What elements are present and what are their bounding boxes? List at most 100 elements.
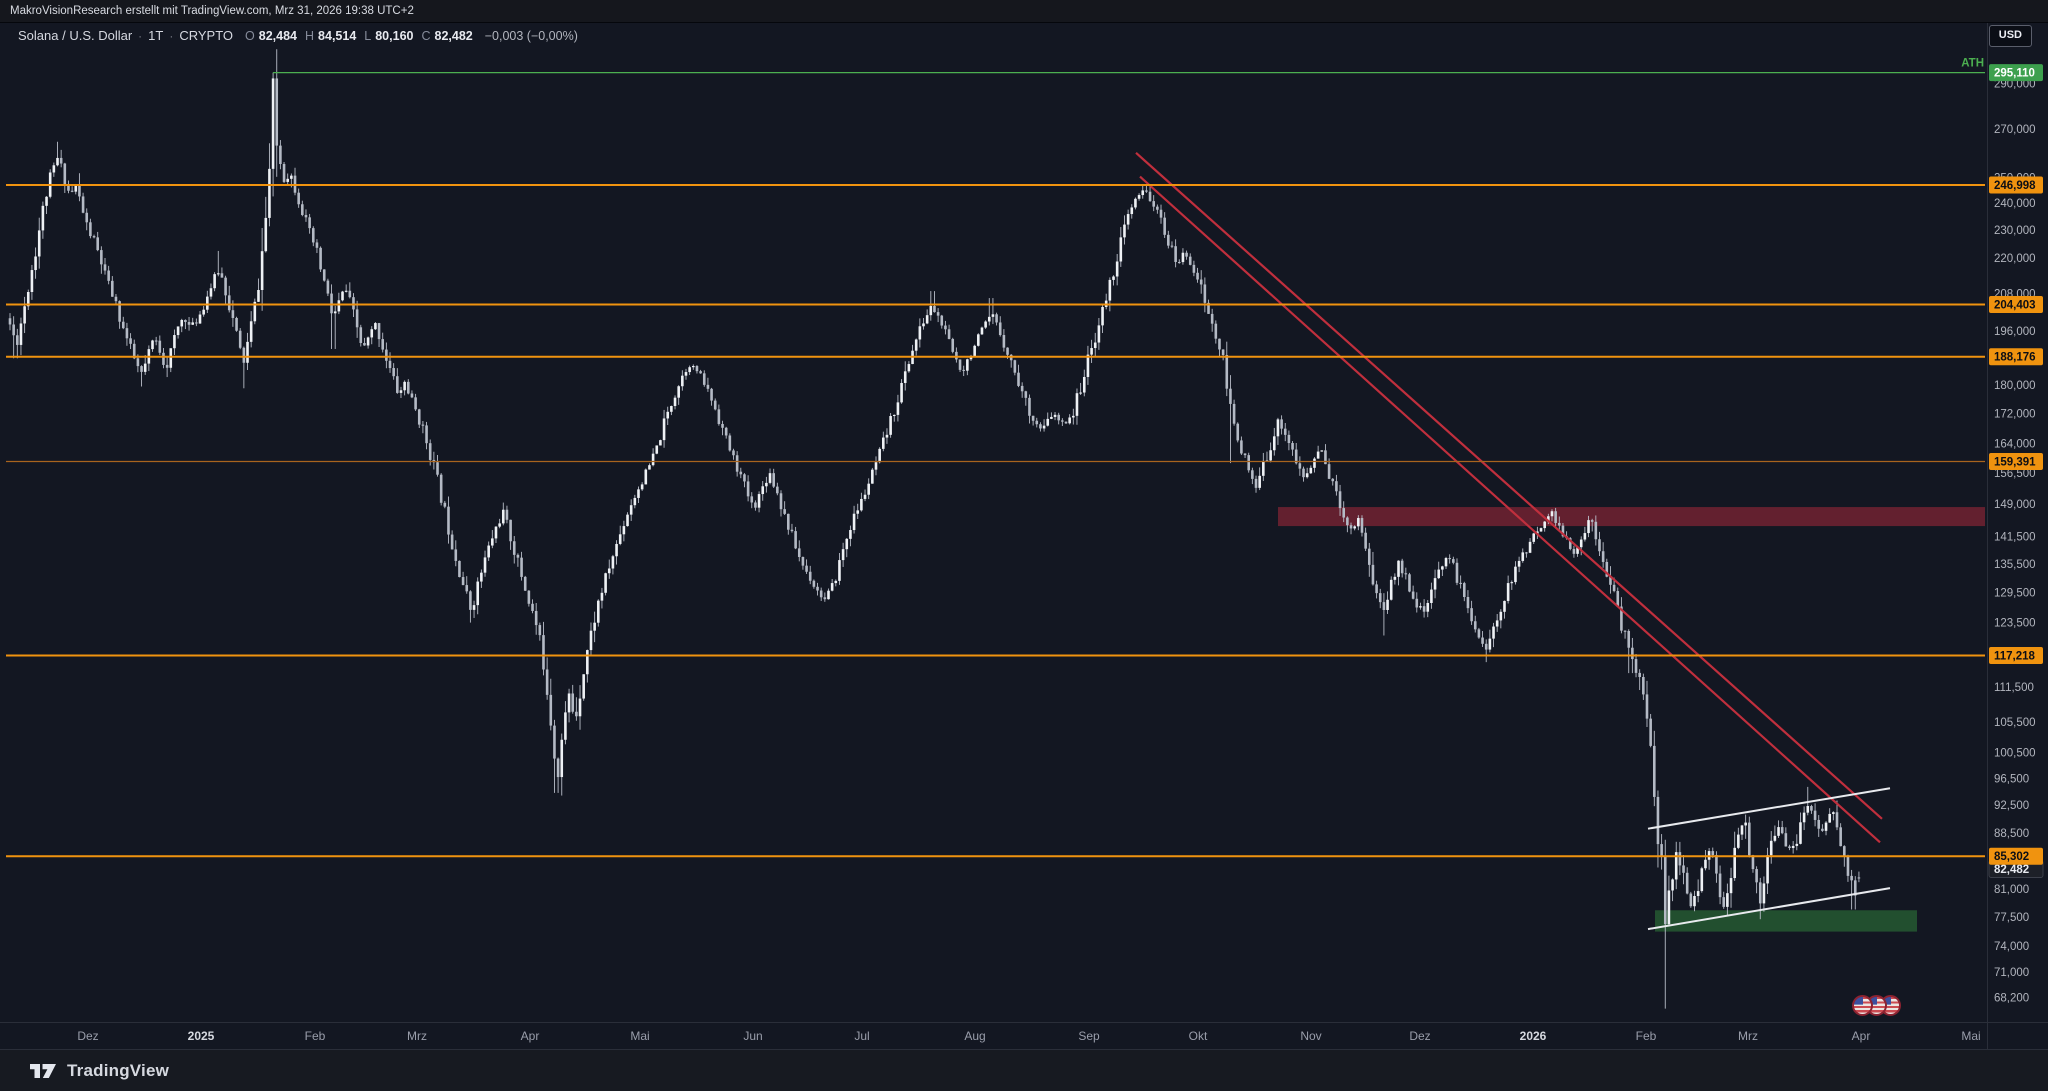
price-tick-label: 180,000 <box>1994 380 2036 392</box>
ath-tag: ATH <box>1961 58 1984 70</box>
demand-zone <box>1655 910 1917 932</box>
white-trendline <box>1647 787 1891 830</box>
time-tick-label: Apr <box>1852 1029 1871 1043</box>
price-axis[interactable]: 290,000270,000250,000240,000230,000220,0… <box>1987 23 2036 1049</box>
red-trendline <box>1135 152 1883 820</box>
price-tick-label: 270,000 <box>1994 124 2036 136</box>
time-tick-label: Feb <box>305 1029 326 1043</box>
svg-text:204,403: 204,403 <box>1994 299 2036 311</box>
axis-price-labels: 82,482 246,998 204,403 188,176 159,391 117,21… <box>1961 58 2044 878</box>
price-tick-label: 100,500 <box>1994 748 2036 760</box>
ohlc-values: O 82,484 H 84,514 L 80,160 C 82,482 <box>245 29 477 43</box>
white-trend-channel[interactable] <box>1647 787 1891 931</box>
low-label: L <box>364 29 372 43</box>
time-tick-label: Dez <box>77 1029 98 1043</box>
price-tick-label: 129,500 <box>1994 588 2036 600</box>
svg-text:159,391: 159,391 <box>1994 457 2036 469</box>
price-tick-label: 74,000 <box>1994 941 2029 953</box>
price-tick-label: 172,000 <box>1994 408 2036 420</box>
price-tick-label: 220,000 <box>1994 253 2036 265</box>
axis-price-label <box>1989 64 2043 82</box>
interval-value[interactable]: 1T <box>148 28 164 43</box>
price-tick-label: 77,500 <box>1994 912 2029 924</box>
legend-separator: · <box>169 29 174 43</box>
close-value: 82,482 <box>434 29 473 43</box>
tradingview-logo-icon <box>30 1063 56 1078</box>
market-label: CRYPTO <box>179 28 234 43</box>
price-tick-label: 240,000 <box>1994 198 2036 210</box>
change-value: −0,003 (−0,00%) <box>484 29 578 43</box>
axis-price-label <box>1989 847 2043 865</box>
tradingview-brand-link[interactable]: TradingView <box>30 1061 169 1081</box>
high-label: H <box>305 29 315 43</box>
time-tick-label: Apr <box>521 1029 540 1043</box>
svg-text:85,302: 85,302 <box>1994 851 2029 863</box>
time-tick-label: Aug <box>964 1029 985 1043</box>
svg-text:117,218: 117,218 <box>1994 651 2036 663</box>
axis-price-label <box>1989 453 2043 471</box>
price-tick-label: 81,000 <box>1994 884 2029 896</box>
red-trend-channel[interactable] <box>1135 152 1883 844</box>
svg-text:246,998: 246,998 <box>1994 180 2036 192</box>
price-tick-label: 149,000 <box>1994 499 2036 511</box>
low-value: 80,160 <box>375 29 414 43</box>
time-tick-label: Nov <box>1300 1029 1321 1043</box>
time-tick-label: Dez <box>1409 1029 1430 1043</box>
price-tick-label: 123,500 <box>1994 618 2036 630</box>
price-tick-label: 230,000 <box>1994 225 2036 237</box>
red-trendline <box>1139 175 1881 844</box>
price-tick-label: 156,500 <box>1994 468 2036 480</box>
tradingview-wordmark: TradingView <box>67 1060 170 1080</box>
axis-price-label <box>1989 176 2043 194</box>
price-tick-label: 68,200 <box>1994 992 2029 1004</box>
axis-price-label <box>1989 647 2043 665</box>
price-tick-label: 96,500 <box>1994 773 2029 785</box>
price-tick-label: 135,500 <box>1994 559 2036 571</box>
currency-toggle-button[interactable]: USD <box>1988 25 2032 47</box>
price-tick-label: 105,500 <box>1994 717 2036 729</box>
supply-zone <box>1278 507 1985 527</box>
candlestick-series <box>8 49 1861 1009</box>
price-tick-label: 92,500 <box>1994 800 2029 812</box>
price-tick-label: 164,000 <box>1994 439 2036 451</box>
attribution-text: MakroVisionResearch erstellt mit Trading… <box>10 5 414 17</box>
time-axis[interactable]: Dez 2025 Feb Mrz Apr Mai Jun Jul Aug Sep Okt Nov Dez… <box>0 1022 2048 1044</box>
time-tick-label: Feb <box>1636 1029 1657 1043</box>
legend-separator: · <box>138 29 143 43</box>
price-tick-label: 88,500 <box>1994 828 2029 840</box>
svg-text:188,176: 188,176 <box>1994 352 2036 364</box>
axis-price-label <box>1989 348 2043 366</box>
price-tick-label: 111,500 <box>1994 682 2034 694</box>
horizontal-levels[interactable] <box>6 72 1985 858</box>
open-label: O <box>245 29 255 43</box>
high-value: 84,514 <box>318 29 357 43</box>
time-tick-label: Jul <box>854 1029 869 1043</box>
close-label: C <box>421 29 431 43</box>
price-tick-label: 71,000 <box>1994 967 2029 979</box>
time-tick-label: Sep <box>1078 1029 1100 1043</box>
open-value: 82,484 <box>258 29 298 43</box>
time-tick-label: Mai <box>1961 1029 1980 1043</box>
price-tick-label: 196,000 <box>1994 326 2036 338</box>
time-tick-label: 2025 <box>188 1029 215 1043</box>
time-tick-label: Mrz <box>407 1029 427 1043</box>
svg-text:295,110: 295,110 <box>1994 68 2035 80</box>
svg-text:82,482: 82,482 <box>1994 864 2029 876</box>
axis-price-label <box>1989 295 2043 313</box>
time-tick-label: Mai <box>630 1029 649 1043</box>
price-tick-label: 290,000 <box>1994 79 2036 91</box>
price-zones <box>1278 507 1985 932</box>
time-tick-label: 2026 <box>1520 1029 1547 1043</box>
attribution-bar: MakroVisionResearch erstellt mit Trading… <box>0 0 2048 23</box>
white-trendline <box>1647 887 1891 931</box>
symbol-legend[interactable]: Solana / U.S. Dollar · 1T · CRYPTO O 82,4… <box>18 28 578 43</box>
footer-bar: TradingView <box>0 1049 2048 1091</box>
price-tick-label: 141,500 <box>1994 532 2036 544</box>
us-flag-coin-icon <box>1852 995 1873 1016</box>
time-tick-label: Okt <box>1189 1029 1208 1043</box>
symbol-title[interactable]: Solana / U.S. Dollar <box>18 28 133 43</box>
time-tick-label: Jun <box>743 1029 762 1043</box>
time-tick-label: Mrz <box>1738 1029 1758 1043</box>
